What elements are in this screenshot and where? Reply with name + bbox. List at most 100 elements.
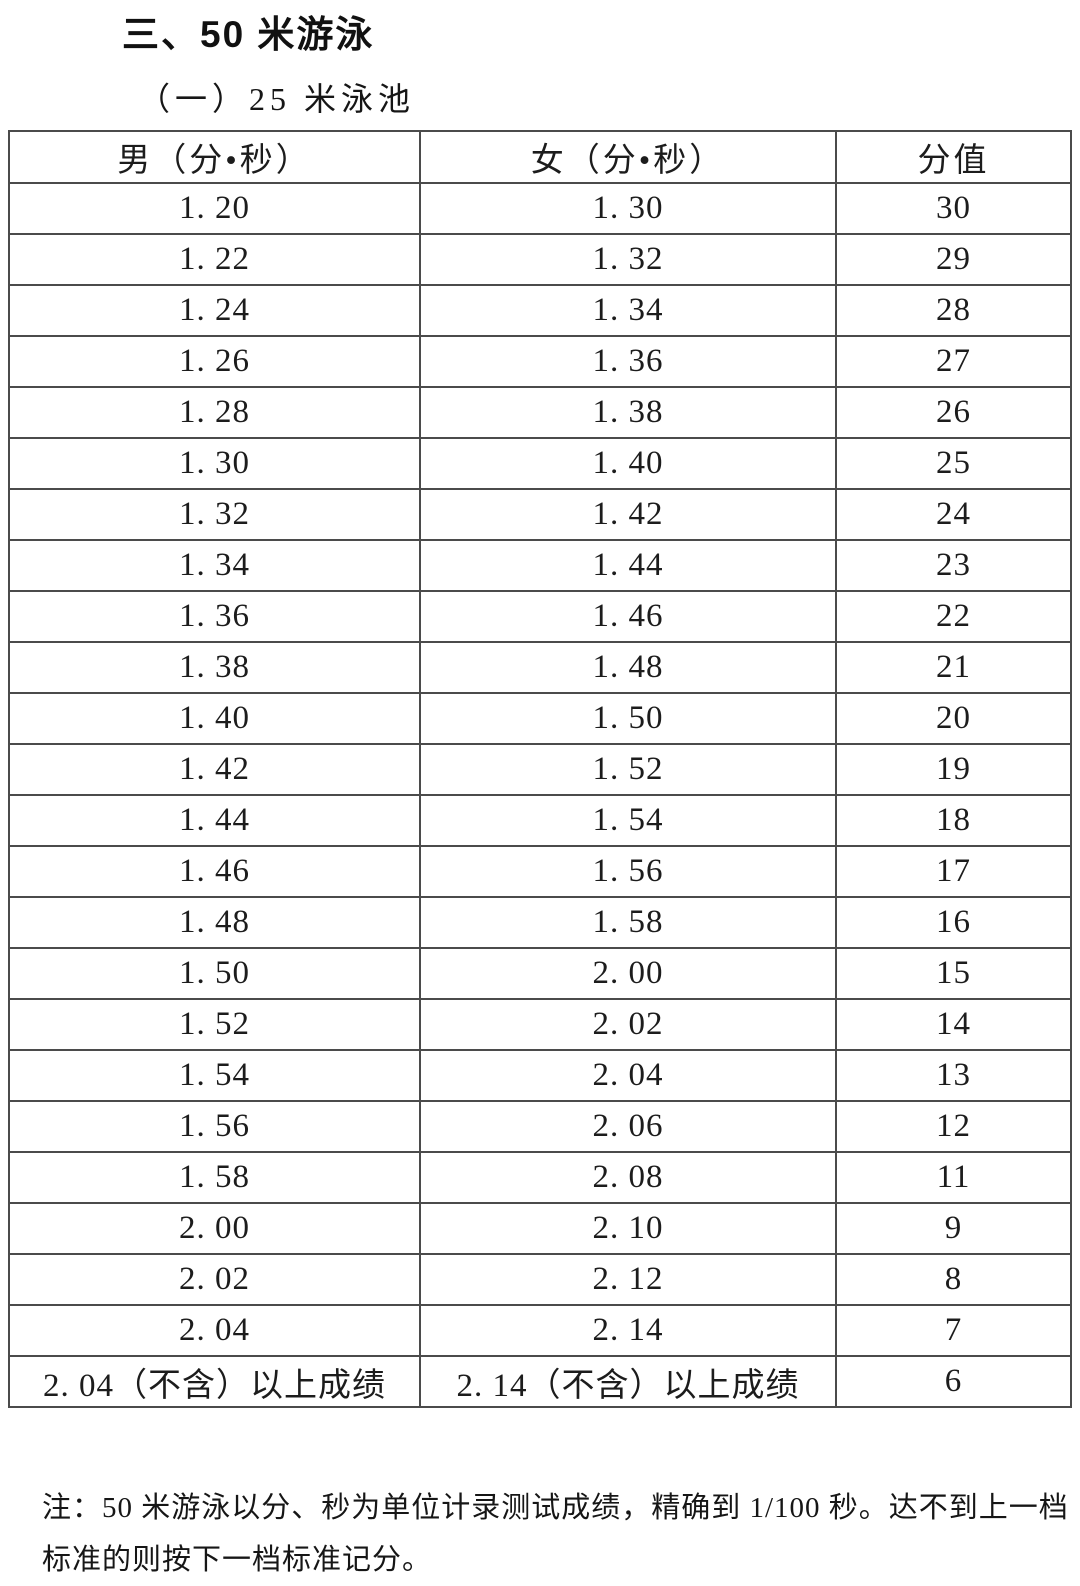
score-cell: 23: [835, 539, 1072, 592]
male-time-cell: 1. 22: [8, 233, 421, 286]
score-cell: 7: [835, 1304, 1072, 1357]
female-time-cell: 1. 36: [419, 335, 837, 388]
table-row: 2. 00 2. 10 9: [8, 1202, 1072, 1255]
score-cell: 8: [835, 1253, 1072, 1306]
column-header-score: 分值: [835, 130, 1072, 184]
female-time-cell: 1. 54: [419, 794, 837, 847]
male-time-cell: 1. 36: [8, 590, 421, 643]
female-time-cell: 2. 02: [419, 998, 837, 1051]
male-time-cell: 1. 30: [8, 437, 421, 490]
table-row: 1. 30 1. 40 25: [8, 437, 1072, 490]
female-time-cell: 1. 32: [419, 233, 837, 286]
table-row: 1. 22 1. 32 29: [8, 233, 1072, 286]
table-row: 1. 56 2. 06 12: [8, 1100, 1072, 1153]
female-time-cell: 1. 44: [419, 539, 837, 592]
score-cell: 18: [835, 794, 1072, 847]
section-title: 三、50 米游泳: [122, 14, 375, 55]
score-cell: 14: [835, 998, 1072, 1051]
female-time-cell: 1. 50: [419, 692, 837, 745]
table-row: 1. 46 1. 56 17: [8, 845, 1072, 898]
male-time-cell: 1. 48: [8, 896, 421, 949]
column-header-female-time: 女（分•秒）: [419, 130, 837, 184]
male-time-cell: 2. 02: [8, 1253, 421, 1306]
table-row: 2. 04 2. 14 7: [8, 1304, 1072, 1357]
table-row: 1. 34 1. 44 23: [8, 539, 1072, 592]
table-header-row: 男（分•秒） 女（分•秒） 分值: [8, 130, 1072, 184]
male-time-cell: 1. 46: [8, 845, 421, 898]
score-cell: 21: [835, 641, 1072, 694]
female-time-cell: 1. 56: [419, 845, 837, 898]
female-time-cell: 1. 52: [419, 743, 837, 796]
table-row: 1. 52 2. 02 14: [8, 998, 1072, 1051]
male-time-cell: 1. 28: [8, 386, 421, 439]
score-cell: 25: [835, 437, 1072, 490]
table-row: 1. 36 1. 46 22: [8, 590, 1072, 643]
score-cell: 26: [835, 386, 1072, 439]
male-time-cell: 1. 24: [8, 284, 421, 337]
score-cell: 28: [835, 284, 1072, 337]
table-row: 1. 24 1. 34 28: [8, 284, 1072, 337]
female-time-cell: 1. 46: [419, 590, 837, 643]
footnote-line-2: 标准的则按下一档标准记分。: [42, 1544, 433, 1576]
score-cell: 17: [835, 845, 1072, 898]
footnote: 注：50 米游泳以分、秒为单位计录测试成绩，精确到 1/100 秒。达不到上一档…: [42, 1482, 1069, 1586]
swim-score-table: 男（分•秒） 女（分•秒） 分值 1. 20 1. 30 30 1. 22 1. 32 2…: [8, 130, 1072, 1408]
score-cell: 20: [835, 692, 1072, 745]
male-time-cell: 1. 26: [8, 335, 421, 388]
column-header-male-time: 男（分•秒）: [8, 130, 421, 184]
male-time-cell: 2. 04（不含）以上成绩: [8, 1355, 421, 1408]
footnote-line-1: 注：50 米游泳以分、秒为单位计录测试成绩，精确到 1/100 秒。达不到上一档: [42, 1492, 1069, 1524]
score-cell: 24: [835, 488, 1072, 541]
male-time-cell: 1. 52: [8, 998, 421, 1051]
female-time-cell: 1. 30: [419, 182, 837, 235]
score-cell: 22: [835, 590, 1072, 643]
male-time-cell: 1. 34: [8, 539, 421, 592]
male-time-cell: 1. 42: [8, 743, 421, 796]
table-row: 1. 38 1. 48 21: [8, 641, 1072, 694]
male-time-cell: 1. 50: [8, 947, 421, 1000]
table-row: 2. 04（不含）以上成绩 2. 14（不含）以上成绩 6: [8, 1355, 1072, 1408]
table-row: 1. 58 2. 08 11: [8, 1151, 1072, 1204]
male-time-cell: 2. 00: [8, 1202, 421, 1255]
female-time-cell: 2. 04: [419, 1049, 837, 1102]
female-time-cell: 1. 48: [419, 641, 837, 694]
table-row: 1. 32 1. 42 24: [8, 488, 1072, 541]
score-cell: 30: [835, 182, 1072, 235]
female-time-cell: 2. 06: [419, 1100, 837, 1153]
male-time-cell: 2. 04: [8, 1304, 421, 1357]
table-row: 1. 28 1. 38 26: [8, 386, 1072, 439]
female-time-cell: 2. 14: [419, 1304, 837, 1357]
male-time-cell: 1. 54: [8, 1049, 421, 1102]
table-row: 1. 40 1. 50 20: [8, 692, 1072, 745]
female-time-cell: 1. 34: [419, 284, 837, 337]
male-time-cell: 1. 38: [8, 641, 421, 694]
female-time-cell: 1. 38: [419, 386, 837, 439]
table-row: 2. 02 2. 12 8: [8, 1253, 1072, 1306]
female-time-cell: 2. 12: [419, 1253, 837, 1306]
score-cell: 11: [835, 1151, 1072, 1204]
score-cell: 19: [835, 743, 1072, 796]
female-time-cell: 1. 58: [419, 896, 837, 949]
male-time-cell: 1. 44: [8, 794, 421, 847]
score-cell: 13: [835, 1049, 1072, 1102]
female-time-cell: 2. 08: [419, 1151, 837, 1204]
table-row: 1. 54 2. 04 13: [8, 1049, 1072, 1102]
table-row: 1. 20 1. 30 30: [8, 182, 1072, 235]
male-time-cell: 1. 20: [8, 182, 421, 235]
score-cell: 16: [835, 896, 1072, 949]
score-cell: 27: [835, 335, 1072, 388]
male-time-cell: 1. 32: [8, 488, 421, 541]
male-time-cell: 1. 58: [8, 1151, 421, 1204]
female-time-cell: 1. 42: [419, 488, 837, 541]
male-time-cell: 1. 56: [8, 1100, 421, 1153]
female-time-cell: 2. 14（不含）以上成绩: [419, 1355, 837, 1408]
table-row: 1. 42 1. 52 19: [8, 743, 1072, 796]
score-cell: 12: [835, 1100, 1072, 1153]
table-row: 1. 44 1. 54 18: [8, 794, 1072, 847]
female-time-cell: 2. 00: [419, 947, 837, 1000]
male-time-cell: 1. 40: [8, 692, 421, 745]
score-cell: 9: [835, 1202, 1072, 1255]
table-row: 1. 26 1. 36 27: [8, 335, 1072, 388]
score-cell: 29: [835, 233, 1072, 286]
score-table-body: 1. 20 1. 30 30 1. 22 1. 32 29 1. 24 1. 34 28 1. 2…: [8, 182, 1072, 1408]
